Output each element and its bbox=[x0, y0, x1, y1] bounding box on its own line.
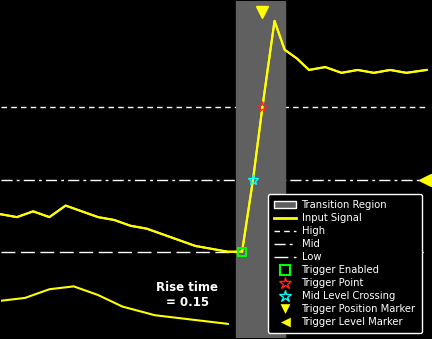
Legend: Transition Region, Input Signal, High, Mid, Low, Trigger Enabled, Trigger Point,: Transition Region, Input Signal, High, M… bbox=[267, 194, 422, 333]
Bar bbox=[236, 1, 285, 338]
Text: Rise time
= 0.15: Rise time = 0.15 bbox=[156, 281, 218, 309]
